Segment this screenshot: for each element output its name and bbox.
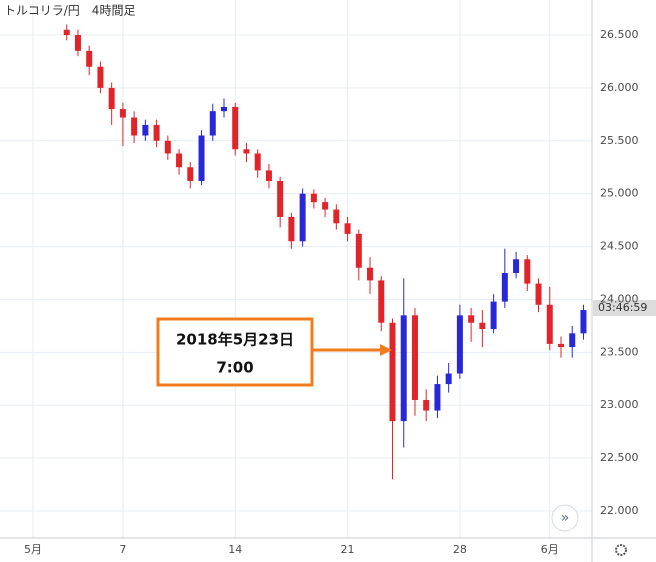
countdown-box bbox=[593, 300, 656, 316]
y-tick-label: 25.000 bbox=[600, 187, 639, 200]
candle-body bbox=[445, 373, 452, 385]
y-tick-label: 24.000 bbox=[600, 292, 639, 305]
candle-body bbox=[310, 193, 317, 203]
y-tick-label: 25.500 bbox=[600, 134, 639, 147]
x-tick-label: 28 bbox=[453, 543, 467, 556]
candle-body bbox=[265, 170, 272, 181]
candle-body bbox=[220, 106, 227, 112]
candle-body bbox=[232, 106, 239, 150]
candle-body bbox=[456, 315, 463, 374]
candle-body bbox=[423, 399, 430, 411]
candle-body bbox=[86, 50, 93, 67]
scroll-icon[interactable]: » bbox=[561, 510, 570, 526]
annotation-arrowhead bbox=[380, 344, 392, 356]
x-tick-label: 6月 bbox=[541, 543, 559, 556]
candle-body bbox=[333, 209, 340, 224]
candle-body bbox=[535, 283, 542, 305]
candle-body bbox=[355, 233, 362, 268]
x-tick-label: 5月 bbox=[24, 543, 42, 556]
candle-body bbox=[97, 66, 104, 88]
candle-body bbox=[187, 167, 194, 181]
candle-body bbox=[569, 333, 576, 348]
candle-body bbox=[299, 193, 306, 242]
x-tick-label: 21 bbox=[341, 543, 355, 556]
candle-body bbox=[378, 280, 385, 323]
candle-body bbox=[288, 216, 295, 242]
candle-body bbox=[344, 223, 351, 234]
candle-body bbox=[400, 315, 407, 422]
candle-body bbox=[513, 259, 520, 274]
candle-body bbox=[524, 259, 531, 284]
scroll-button[interactable] bbox=[551, 504, 579, 532]
candle-body bbox=[153, 124, 160, 141]
x-tick-label: 7 bbox=[119, 543, 126, 556]
candle-body bbox=[198, 135, 205, 181]
chart-title: トルコリラ/円 4時間足 bbox=[4, 4, 135, 18]
y-tick-label: 22.500 bbox=[600, 451, 639, 464]
candle-body bbox=[546, 304, 553, 344]
candle-body bbox=[131, 117, 138, 136]
candle-body bbox=[277, 180, 284, 217]
y-tick-label: 23.500 bbox=[600, 345, 639, 358]
candle-body bbox=[119, 109, 126, 118]
x-tick-label: 14 bbox=[228, 543, 242, 556]
candle-body bbox=[176, 153, 183, 168]
candle-body bbox=[434, 384, 441, 411]
y-tick-label: 23.000 bbox=[600, 398, 639, 411]
candle-body bbox=[164, 140, 171, 154]
candle-body bbox=[468, 315, 475, 323]
candle-body bbox=[411, 315, 418, 400]
candle-body bbox=[322, 202, 329, 210]
candle-body bbox=[108, 87, 115, 110]
candle-body bbox=[209, 111, 216, 136]
candle-body bbox=[367, 267, 374, 281]
annotation-time: 7:00 bbox=[216, 359, 253, 377]
countdown: 03:46:59 bbox=[598, 301, 647, 314]
candle-body bbox=[490, 301, 497, 330]
candle-body bbox=[479, 322, 486, 330]
y-tick-label: 26.000 bbox=[600, 81, 639, 94]
annotation-date: 2018年5月23日 bbox=[176, 331, 294, 349]
y-tick-label: 24.500 bbox=[600, 240, 639, 253]
y-tick-label: 26.500 bbox=[600, 28, 639, 41]
candle-body bbox=[254, 153, 261, 171]
candle-body bbox=[557, 343, 564, 348]
candle-body bbox=[142, 124, 149, 136]
settings-icon[interactable] bbox=[615, 544, 627, 556]
y-tick-label: 22.000 bbox=[600, 504, 639, 517]
candle-body bbox=[74, 35, 81, 51]
candle-body bbox=[501, 273, 508, 302]
candle-body bbox=[63, 29, 70, 36]
candle-body bbox=[243, 149, 250, 154]
candle-body bbox=[389, 322, 396, 422]
annotation-box bbox=[156, 317, 314, 387]
candle-body bbox=[580, 310, 587, 334]
